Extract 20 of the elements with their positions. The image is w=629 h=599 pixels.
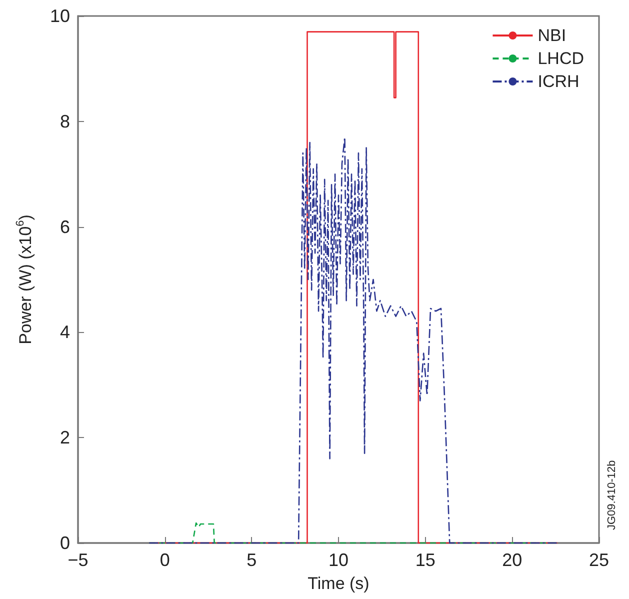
x-tick-label: 10 bbox=[328, 550, 349, 570]
x-tick-label: −5 bbox=[68, 550, 88, 570]
line-series bbox=[148, 136, 558, 544]
x-axis-title: Time (s) bbox=[308, 574, 370, 593]
y-tick-label: 8 bbox=[60, 111, 70, 132]
y-axis-title: Power (W) (x106) bbox=[14, 214, 35, 344]
y-tick-label: 2 bbox=[60, 428, 70, 448]
legend-label: NBI bbox=[538, 26, 566, 45]
x-tick-label: 20 bbox=[502, 550, 522, 570]
y-tick-label: 10 bbox=[50, 6, 70, 26]
x-tick-label: 0 bbox=[160, 550, 170, 570]
y-tick-label: 4 bbox=[60, 322, 70, 342]
y-tick-label: 6 bbox=[60, 216, 70, 237]
y-tick-label: 0 bbox=[60, 533, 70, 553]
x-tick-label: 25 bbox=[588, 550, 610, 570]
text: JG09.410-12b bbox=[606, 460, 618, 530]
x-tick-label: 5 bbox=[246, 550, 257, 570]
legend-label: ICRH bbox=[538, 72, 580, 91]
x-tick-label: 15 bbox=[415, 550, 436, 570]
legend-label: LHCD bbox=[538, 49, 584, 68]
